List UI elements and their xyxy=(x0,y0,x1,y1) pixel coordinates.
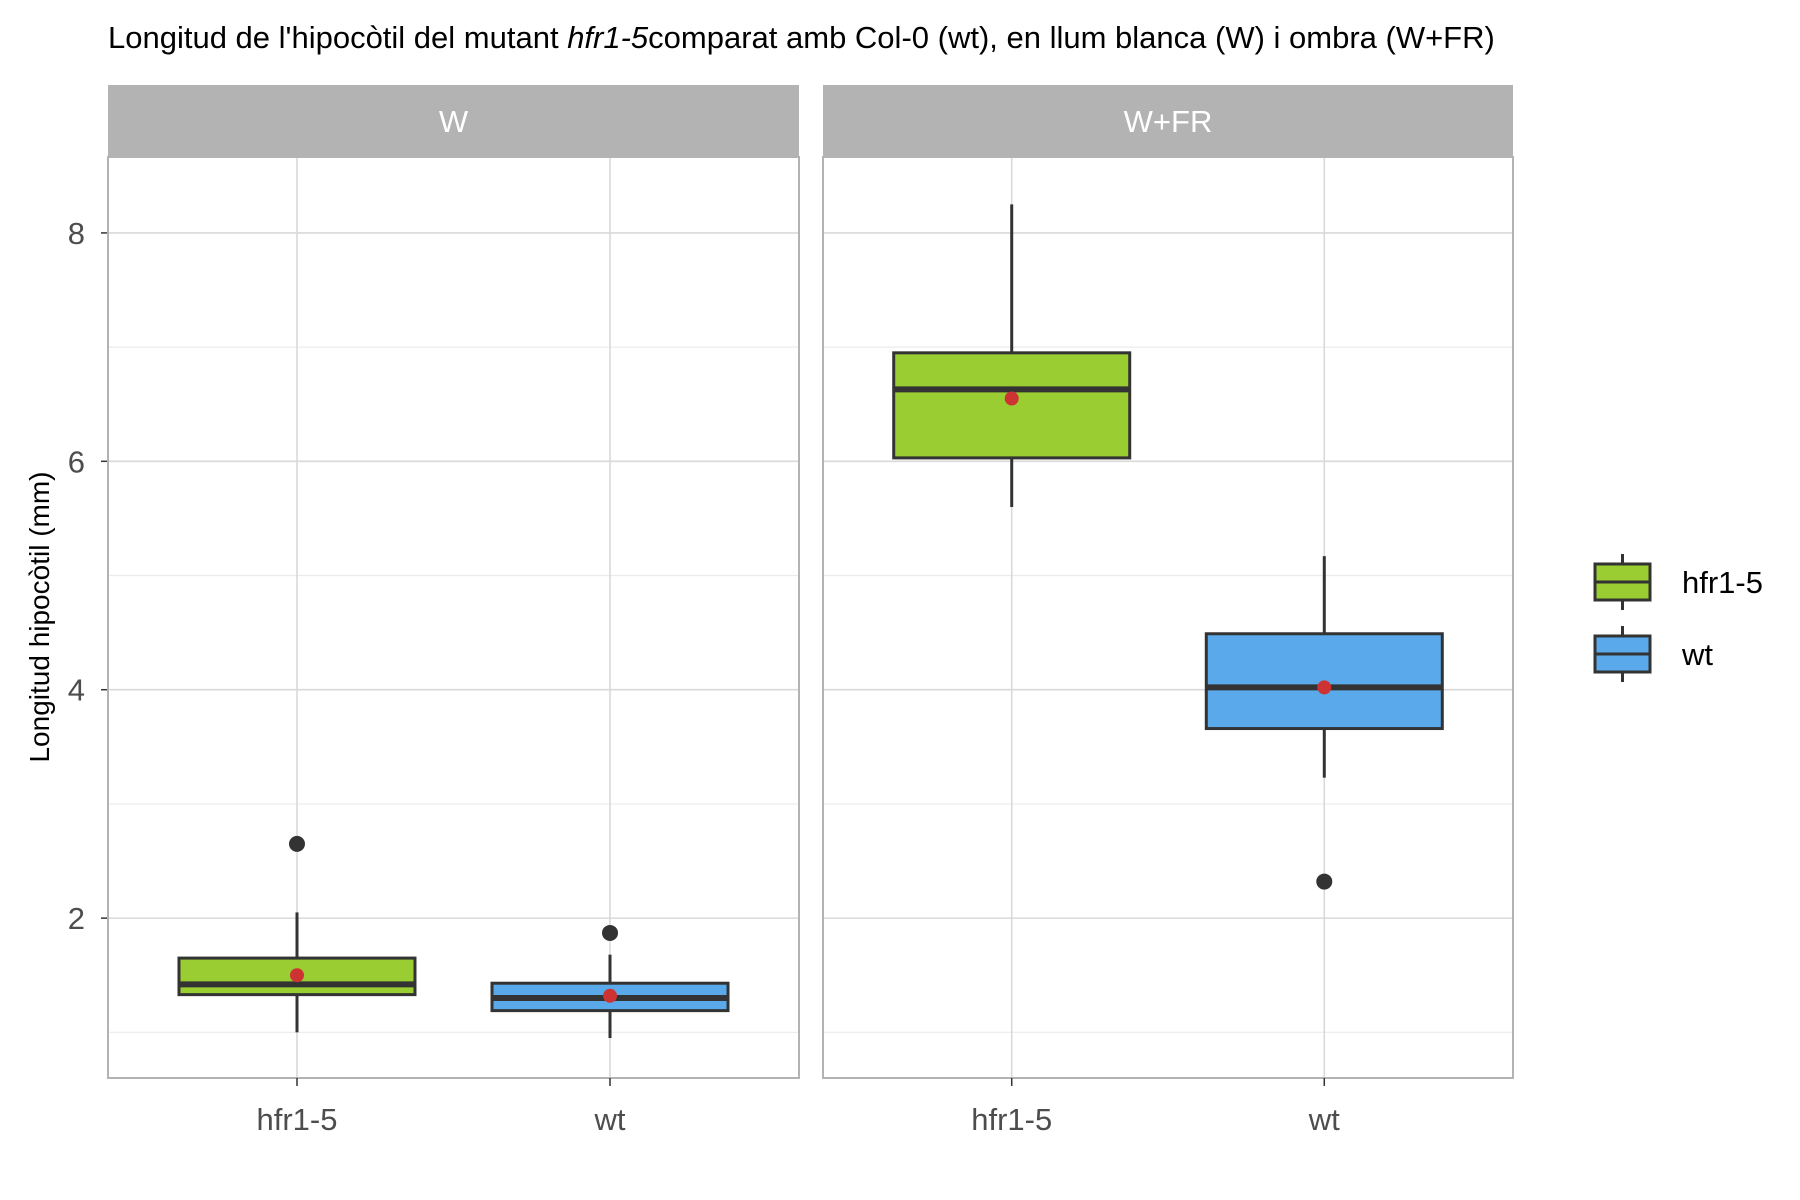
y-tick-label: 6 xyxy=(68,444,85,479)
outlier-point xyxy=(602,924,619,941)
legend-label: wt xyxy=(1681,637,1713,672)
x-tick-label: wt xyxy=(594,1102,626,1137)
mean-point xyxy=(1004,391,1019,406)
panel-border xyxy=(107,156,800,1079)
box-wt xyxy=(490,924,730,1039)
box-hfr1-5 xyxy=(177,835,417,1033)
mean-point xyxy=(289,968,304,983)
facet-strip xyxy=(823,85,1513,157)
box-iqr xyxy=(892,351,1132,460)
box-hfr1-5 xyxy=(892,204,1132,507)
chart-title: Longitud de l'hipocòtil del mutant hfr1-… xyxy=(108,20,1495,56)
legend-item-hfr1-5: hfr1-5 xyxy=(1593,554,1763,610)
mean-point xyxy=(603,988,618,1003)
legend: hfr1-5 wt xyxy=(1593,554,1763,682)
box-wt xyxy=(1204,556,1444,890)
chart-title-italic: hfr1-5 xyxy=(567,20,649,55)
y-tick-label: 4 xyxy=(68,673,85,708)
x-tick-label: wt xyxy=(1308,1102,1340,1137)
panel-border xyxy=(822,156,1514,1079)
legend-item-wt: wt xyxy=(1593,626,1713,682)
facet-strip-label: W xyxy=(439,104,469,139)
y-tick-label: 2 xyxy=(68,901,85,936)
outlier-point xyxy=(288,835,305,852)
chart-title-prefix: Longitud de l'hipocòtil del mutant xyxy=(108,20,568,55)
mean-point xyxy=(1317,680,1332,695)
legend-label: hfr1-5 xyxy=(1682,565,1763,600)
outlier-point xyxy=(1316,873,1333,890)
facet-panel-w-fr: W+FR hfr1-5 wt xyxy=(822,85,1514,1137)
facet-strip-label: W+FR xyxy=(1124,104,1213,139)
chart-title-suffix: comparat amb Col-0 (wt), en llum blanca … xyxy=(648,20,1495,55)
x-tick-label: hfr1-5 xyxy=(971,1102,1052,1137)
y-tick-label: 8 xyxy=(68,216,85,251)
y-axis-title: Longitud hipocòtil (mm) xyxy=(24,471,55,762)
facet-strip xyxy=(108,85,799,157)
x-tick-label: hfr1-5 xyxy=(256,1102,337,1137)
